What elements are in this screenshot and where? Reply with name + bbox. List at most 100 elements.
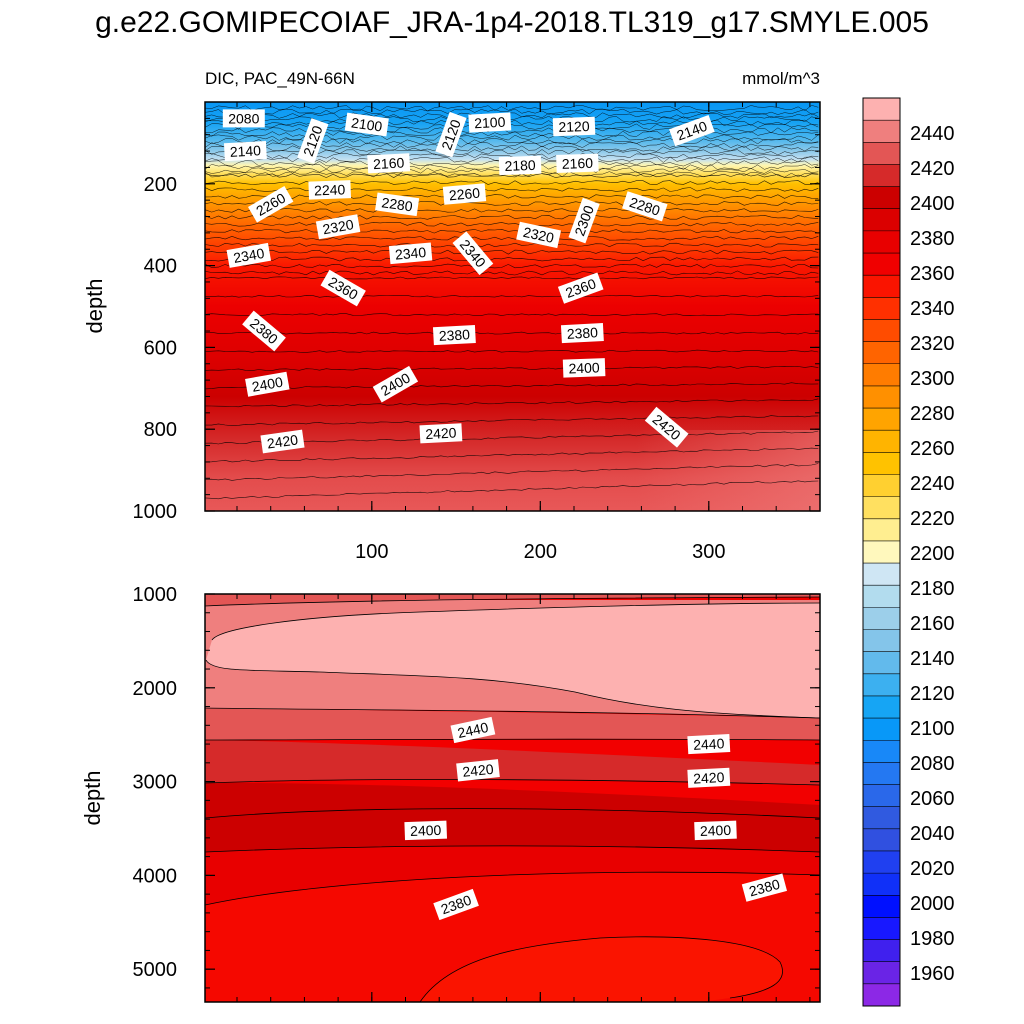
y-tick-label: 4000 (133, 865, 178, 887)
colorbar-swatch (863, 585, 900, 608)
colorbar-label: 2300 (910, 368, 955, 390)
colorbar-swatch (863, 917, 900, 940)
colorbar-swatch (863, 230, 900, 254)
contour-label-box (260, 429, 305, 454)
top-panel-deep-tint (205, 430, 820, 511)
colorbar-swatch (863, 718, 900, 741)
contour-label-box (560, 323, 604, 344)
contour-label-box (308, 180, 352, 200)
colorbar-swatch (863, 740, 900, 763)
contour-label-text: 2160 (562, 155, 594, 172)
contour-line (205, 447, 819, 463)
contour-label-box (557, 272, 604, 304)
contour-label-text: 2440 (456, 719, 490, 741)
colorbar-label: 2020 (910, 858, 955, 880)
contour-label: 2380 (560, 323, 604, 344)
top-panel-frame (204, 101, 821, 512)
colorbar-swatch (863, 430, 900, 453)
colorbar-label: 2040 (910, 823, 955, 845)
contour-label-box (419, 423, 463, 444)
contour-label-box (687, 767, 731, 788)
contour-label-box (562, 358, 606, 378)
contour-label: 2380 (741, 873, 788, 902)
contour-label-text: 2100 (474, 114, 506, 132)
contour-label-box (687, 734, 731, 755)
contour-label-text: 2380 (438, 326, 470, 344)
contour-line (205, 108, 819, 115)
contour-line (205, 313, 819, 317)
contour-label-box (556, 153, 599, 174)
colorbar-swatch (863, 850, 900, 874)
colorbar-label: 2120 (910, 683, 955, 705)
colorbar-label: 2000 (910, 893, 955, 915)
bottom-panel-x-axis (236, 594, 811, 1002)
contour-label-box (669, 114, 715, 147)
colorbar-label: 1980 (910, 928, 955, 950)
colorbar-swatch (863, 983, 900, 1007)
contour-label: 2120 (435, 111, 467, 158)
colorbar-swatch (863, 98, 900, 121)
colorbar-swatch (863, 518, 900, 542)
colorbar-swatch (863, 895, 900, 918)
contour-label-box (226, 242, 272, 268)
contour-label-text: 2120 (558, 118, 590, 135)
contour-line (205, 187, 819, 192)
contour-line (205, 194, 819, 199)
contour-label-box (568, 197, 600, 244)
colorbar-swatch (863, 408, 900, 431)
contour-label-text: 2380 (747, 876, 781, 900)
contour-label-text: 2340 (394, 244, 427, 263)
y-tick-label: 3000 (133, 772, 178, 794)
y-tick-label: 200 (144, 174, 177, 196)
contour-label-text: 2240 (314, 181, 346, 198)
colorbar-label: 2220 (910, 508, 955, 530)
contour-label: 2440 (450, 716, 496, 744)
contour-line (205, 119, 819, 126)
colorbar-swatch (863, 253, 900, 276)
colorbar-swatch (863, 784, 900, 808)
contour-label: 2100 (344, 112, 389, 137)
colorbar-label: 1960 (910, 963, 955, 985)
colorbar-label: 2140 (910, 648, 955, 670)
contour-line (205, 263, 819, 269)
colorbar-label: 2420 (910, 158, 955, 180)
contour-line (205, 294, 819, 298)
colorbar-label: 2080 (910, 753, 955, 775)
y-tick-label: 800 (144, 419, 177, 441)
contour-label-box (644, 406, 689, 448)
bottom-panel-frame (204, 593, 821, 1003)
y-tick-label: 2000 (133, 678, 178, 700)
colorbar-swatch (863, 762, 900, 785)
contour-line (205, 382, 819, 390)
colorbar-swatch (863, 275, 900, 298)
colorbar-label: 2400 (910, 193, 955, 215)
colorbar-swatch (863, 629, 900, 653)
colorbar-label: 2440 (910, 123, 955, 145)
colorbar-label: 2100 (910, 718, 955, 740)
colorbar: 2440 2420 2400 2380 2360 2340 2320 2300 2280 2260… (862, 97, 955, 1007)
contour-label: 2420 (260, 429, 305, 454)
contour-line (205, 249, 819, 255)
colorbar-label: 2360 (910, 263, 955, 285)
contour-line (205, 349, 819, 353)
contour-line (205, 480, 819, 500)
contour-label-box (297, 118, 329, 164)
contour-label: 2380 (432, 325, 476, 346)
contour-label: 2160 (367, 153, 411, 174)
colorbar-label: 2240 (910, 473, 955, 495)
top-panel-units: mmol/m^3 (742, 69, 820, 88)
contour-label-text: 2280 (381, 194, 414, 214)
contour-label: 2080 (222, 109, 265, 128)
contour-label-text: 2320 (321, 216, 355, 237)
contour-line (205, 331, 819, 335)
contour-label-text: 2400 (700, 822, 732, 839)
contour-label-box (320, 269, 366, 307)
colorbar-swatch (863, 607, 900, 630)
top-panel-y-label: depth (82, 278, 107, 333)
contour-line (205, 105, 819, 112)
contour-label-box (622, 191, 668, 222)
contour-label-box (372, 365, 419, 403)
colorbar-label: 2180 (910, 578, 955, 600)
